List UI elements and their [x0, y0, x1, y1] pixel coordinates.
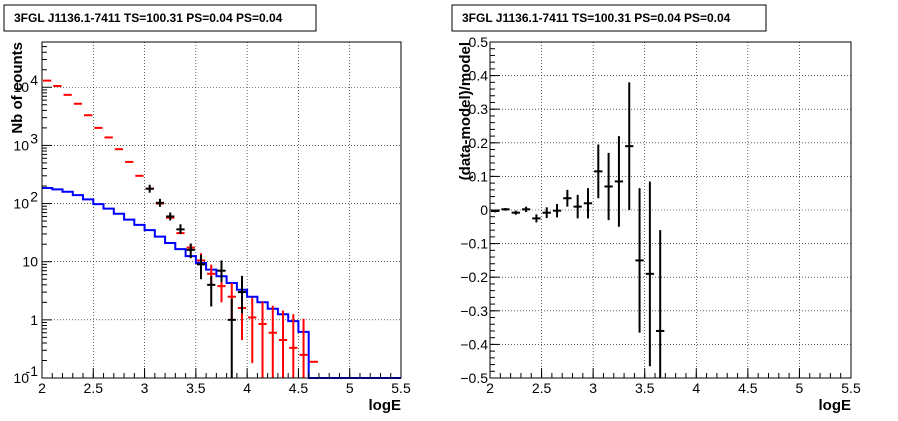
residual-x-axis-label: logE	[819, 397, 852, 414]
residual-y-tick-label: −0.3	[460, 303, 488, 319]
residual-y-tick-label: −0.1	[460, 236, 488, 252]
counts-y-tick-label: 10	[22, 254, 38, 270]
residual-y-tick-label: 0.3	[469, 101, 489, 117]
counts-x-tick-label: 5	[346, 380, 354, 396]
residual-y-tick-label: 0	[480, 202, 488, 218]
counts-x-tick-label: 2	[38, 380, 46, 396]
residual-x-tick-label: 3.5	[635, 380, 655, 396]
residual-x-tick-label: 2.5	[532, 380, 552, 396]
counts-marks	[42, 79, 401, 379]
residual-x-tick-label: 3	[589, 380, 597, 396]
counts-x-tick-label: 2.5	[84, 380, 104, 396]
counts-y-tick-label: 10	[13, 370, 29, 386]
residual-title-box: 3FGL J1136.1-7411 TS=100.31 PS=0.04 PS=0…	[451, 4, 767, 32]
residual-y-tick-label: −0.2	[460, 269, 488, 285]
residual-y-tick-label: −0.4	[460, 336, 488, 352]
residual-ticks: 2 2.5 3 3.5 4 4.5 5 5.5 −0.5 −0.4 −0.3 −0.2 −0.1 0 0.1…	[460, 34, 861, 396]
counts-y-axis-label: Nb of counts	[9, 42, 26, 134]
residual-y-tick-label: −0.5	[460, 370, 488, 386]
residual-panel: 2 2.5 3 3.5 4 4.5 5 5.5 −0.5 −0.4 −0.3 −0.2 −0.1 0 0.1…	[451, 4, 861, 414]
counts-y-tick-exponent: 4	[30, 72, 38, 88]
residual-x-tick-label: 4.5	[738, 380, 758, 396]
counts-title: 3FGL J1136.1-7411 TS=100.31 PS=0.04 PS=0…	[14, 11, 283, 25]
residual-title: 3FGL J1136.1-7411 TS=100.31 PS=0.04 PS=0…	[462, 11, 731, 25]
counts-y-tick-label: 10	[13, 137, 29, 153]
counts-y-tick-label: 10	[13, 79, 29, 95]
counts-y-tick-label: 10	[13, 196, 29, 212]
residual-grid	[490, 42, 851, 378]
residual-y-tick-label: 0.5	[469, 34, 489, 50]
counts-x-tick-label: 5.5	[391, 380, 411, 396]
residual-y-axis-label: (data-model)/model	[457, 42, 474, 180]
residual-y-tick-label: 0.1	[469, 168, 489, 184]
counts-y-tick-exponent: 3	[30, 130, 38, 146]
counts-x-tick-label: 4	[243, 380, 251, 396]
residual-x-tick-label: 5	[796, 380, 804, 396]
residual-y-tick-label: 0.2	[469, 135, 489, 151]
residual-y-tick-label: 0.4	[469, 68, 489, 84]
residual-x-tick-label: 2	[486, 380, 494, 396]
source-model-histogram	[42, 187, 401, 379]
counts-y-tick-exponent: -1	[26, 363, 39, 379]
counts-x-axis-label: logE	[369, 397, 402, 414]
residual-x-tick-label: 4	[692, 380, 700, 396]
counts-x-tick-label: 4.5	[289, 380, 309, 396]
counts-x-tick-label: 3.5	[186, 380, 206, 396]
counts-title-box: 3FGL J1136.1-7411 TS=100.31 PS=0.04 PS=0…	[3, 4, 317, 32]
counts-frame	[41, 41, 402, 379]
residual-x-tick-label: 5.5	[841, 380, 861, 396]
counts-grid	[42, 42, 401, 378]
residual-marks	[491, 82, 665, 378]
counts-x-tick-label: 3	[141, 380, 149, 396]
counts-y-tick-exponent: 2	[30, 189, 38, 205]
counts-y-tick-label: 1	[30, 312, 38, 328]
